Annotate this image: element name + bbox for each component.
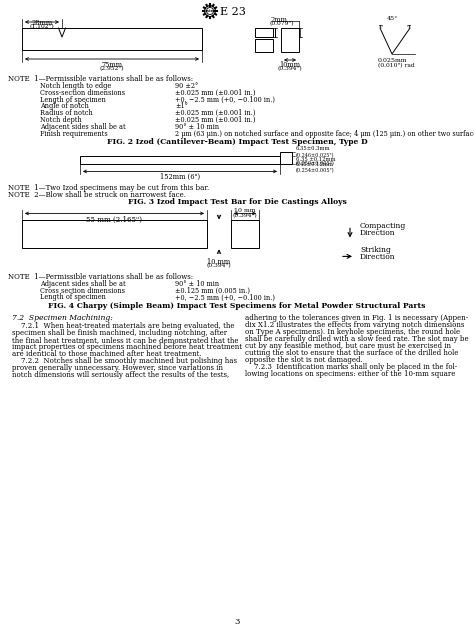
Bar (80, 157, 280, 164)
Text: proven generally unnecessary. However, since variations in: proven generally unnecessary. However, s… (12, 364, 223, 372)
Text: Notch length to edge: Notch length to edge (40, 82, 111, 90)
Text: 2mm: 2mm (270, 16, 287, 24)
Text: +0, −2.5 mm (+0, −0.100 in.): +0, −2.5 mm (+0, −0.100 in.) (175, 96, 275, 103)
Text: Finish requirements: Finish requirements (40, 129, 108, 138)
Text: 90° ± 10 min: 90° ± 10 min (175, 280, 219, 288)
Bar (255, 28, 273, 37)
Text: Adjacent sides shall be at: Adjacent sides shall be at (40, 280, 126, 288)
Text: Cross-section dimensions: Cross-section dimensions (40, 89, 125, 97)
Text: impact properties of specimens machined before heat treatment: impact properties of specimens machined … (12, 343, 242, 351)
Text: 45°: 45° (386, 16, 398, 21)
Text: Compacting: Compacting (360, 223, 406, 230)
Text: (0.254±0.005"): (0.254±0.005") (296, 169, 335, 174)
Text: Notch depth: Notch depth (40, 116, 82, 124)
Text: cutting the slot to ensure that the surface of the drilled hole: cutting the slot to ensure that the surf… (245, 349, 458, 357)
Text: Length of specimen: Length of specimen (40, 96, 106, 103)
Text: 10 mm: 10 mm (234, 209, 256, 214)
Text: specimen shall be finish machined, including notching, after: specimen shall be finish machined, inclu… (12, 329, 227, 337)
Text: NOTE  1—Permissible variations shall be as follows:: NOTE 1—Permissible variations shall be a… (8, 273, 193, 281)
Text: 55 mm (2.165"): 55 mm (2.165") (86, 216, 143, 223)
Text: Angle of notch: Angle of notch (40, 103, 89, 110)
Text: 28mm: 28mm (31, 19, 53, 27)
Text: the final heat treatment, unless it can be demonstrated that the: the final heat treatment, unless it can … (12, 336, 238, 344)
Text: Cross section dimensions: Cross section dimensions (40, 287, 125, 295)
Text: (2.952"): (2.952") (100, 66, 124, 71)
Text: NOTE  1—Permissible variations shall be as follows:: NOTE 1—Permissible variations shall be a… (8, 75, 193, 83)
Text: shall be carefully drilled with a slow feed rate. The slot may be: shall be carefully drilled with a slow f… (245, 335, 469, 343)
Text: (0.250±0.005"): (0.250±0.005") (296, 162, 335, 167)
Text: cut by any feasible method, but care must be exercised in: cut by any feasible method, but care mus… (245, 342, 451, 350)
Text: 7.2  Specimen Machining:: 7.2 Specimen Machining: (12, 314, 113, 322)
Text: 90 ±2°: 90 ±2° (175, 82, 198, 90)
Text: opposite the slot is not damaged.: opposite the slot is not damaged. (245, 356, 363, 364)
Text: 90° ± 10 min: 90° ± 10 min (175, 123, 219, 131)
Text: astm: astm (204, 9, 216, 13)
Text: 3: 3 (234, 618, 240, 626)
Text: (0.246±0.025"): (0.246±0.025") (296, 153, 335, 158)
Text: 75mm: 75mm (101, 61, 123, 69)
Text: (0.010") rad: (0.010") rad (378, 63, 415, 68)
Text: 6.45±0.12mm: 6.45±0.12mm (296, 162, 334, 167)
Text: 2 μm (63 μin.) on notched surface and opposite face; 4 μm (125 μin.) on other tw: 2 μm (63 μin.) on notched surface and op… (175, 129, 474, 138)
Text: ±0.025 mm (±0.001 in.): ±0.025 mm (±0.001 in.) (175, 116, 255, 124)
Text: FIG. 4 Charpy (Simple Beam) Impact Test Specimens for Metal Powder Structural Pa: FIG. 4 Charpy (Simple Beam) Impact Test … (48, 302, 426, 310)
Text: ±1°: ±1° (175, 103, 188, 110)
Text: 152mm (6"): 152mm (6") (160, 172, 200, 181)
Circle shape (204, 6, 216, 16)
Text: FIG. 2 Izod (Cantilever-Beam) Impact Test Specimen, Type D: FIG. 2 Izod (Cantilever-Beam) Impact Tes… (107, 138, 367, 146)
Text: lowing locations on specimens: either of the 10-mm square: lowing locations on specimens: either of… (245, 370, 456, 378)
Circle shape (207, 8, 213, 15)
Text: Direction: Direction (360, 230, 396, 237)
Text: (1.102"): (1.102") (29, 23, 55, 29)
Text: 7.2.1  When heat-treated materials are being evaluated, the: 7.2.1 When heat-treated materials are be… (12, 322, 235, 330)
Text: FIG. 3 Izod Impact Test Bar for Die Castings Alloys: FIG. 3 Izod Impact Test Bar for Die Cast… (128, 198, 346, 207)
Text: Radius of notch: Radius of notch (40, 109, 93, 117)
Text: Striking: Striking (360, 247, 391, 254)
Text: NOTE  1—Two Izod specimens may be cut from this bar.: NOTE 1—Two Izod specimens may be cut fro… (8, 184, 209, 192)
Text: (0.394"): (0.394") (207, 263, 231, 269)
Text: (0.079"): (0.079") (270, 21, 295, 26)
Bar (22, 221, 207, 249)
Bar (22, 28, 202, 50)
Text: 10mm: 10mm (280, 61, 301, 69)
Text: 6.35±0.3mm: 6.35±0.3mm (296, 146, 330, 152)
Text: dix X1.2 illustrates the effects from varying notch dimensions: dix X1.2 illustrates the effects from va… (245, 321, 465, 329)
Text: 0.025mm: 0.025mm (378, 58, 408, 63)
Text: (0.394"): (0.394") (278, 66, 302, 71)
Text: are identical to those machined after heat treatment.: are identical to those machined after he… (12, 350, 201, 358)
Text: adhering to the tolerances given in Fig. 1 is necessary (Appen-: adhering to the tolerances given in Fig.… (245, 314, 468, 322)
Text: Length of specimen: Length of specimen (40, 294, 106, 301)
Bar (281, 28, 299, 52)
Text: ±0.025 mm (±0.001 in.): ±0.025 mm (±0.001 in.) (175, 89, 255, 97)
Text: 7.2.3  Identification marks shall only be placed in the fol-: 7.2.3 Identification marks shall only be… (245, 363, 457, 371)
Bar (231, 221, 259, 249)
Text: Adjacent sides shall be at: Adjacent sides shall be at (40, 123, 126, 131)
Text: ±0.025 mm (±0.001 in.): ±0.025 mm (±0.001 in.) (175, 109, 255, 117)
Text: 7.2.2  Notches shall be smoothly machined but polishing has: 7.2.2 Notches shall be smoothly machined… (12, 357, 237, 365)
Bar (255, 39, 273, 52)
Text: NOTE  2—Blow shall be struck on narrowest face.: NOTE 2—Blow shall be struck on narrowest… (8, 191, 186, 200)
Bar (280, 152, 292, 164)
Text: 10 mm: 10 mm (207, 259, 231, 266)
Text: ±0.125 mm (0.005 in.): ±0.125 mm (0.005 in.) (175, 287, 250, 295)
Text: on Type A specimens). In keyhole specimens, the round hole: on Type A specimens). In keyhole specime… (245, 328, 460, 336)
Text: 6.35 ±0.12mm: 6.35 ±0.12mm (296, 157, 336, 162)
Text: +0, −2.5 mm (+0, −0.100 in.): +0, −2.5 mm (+0, −0.100 in.) (175, 294, 275, 301)
Text: Direction: Direction (360, 254, 396, 261)
Text: E 23: E 23 (220, 7, 246, 17)
Text: (0.394"): (0.394") (233, 214, 257, 219)
Text: notch dimensions will seriously affect the results of the tests,: notch dimensions will seriously affect t… (12, 371, 229, 379)
